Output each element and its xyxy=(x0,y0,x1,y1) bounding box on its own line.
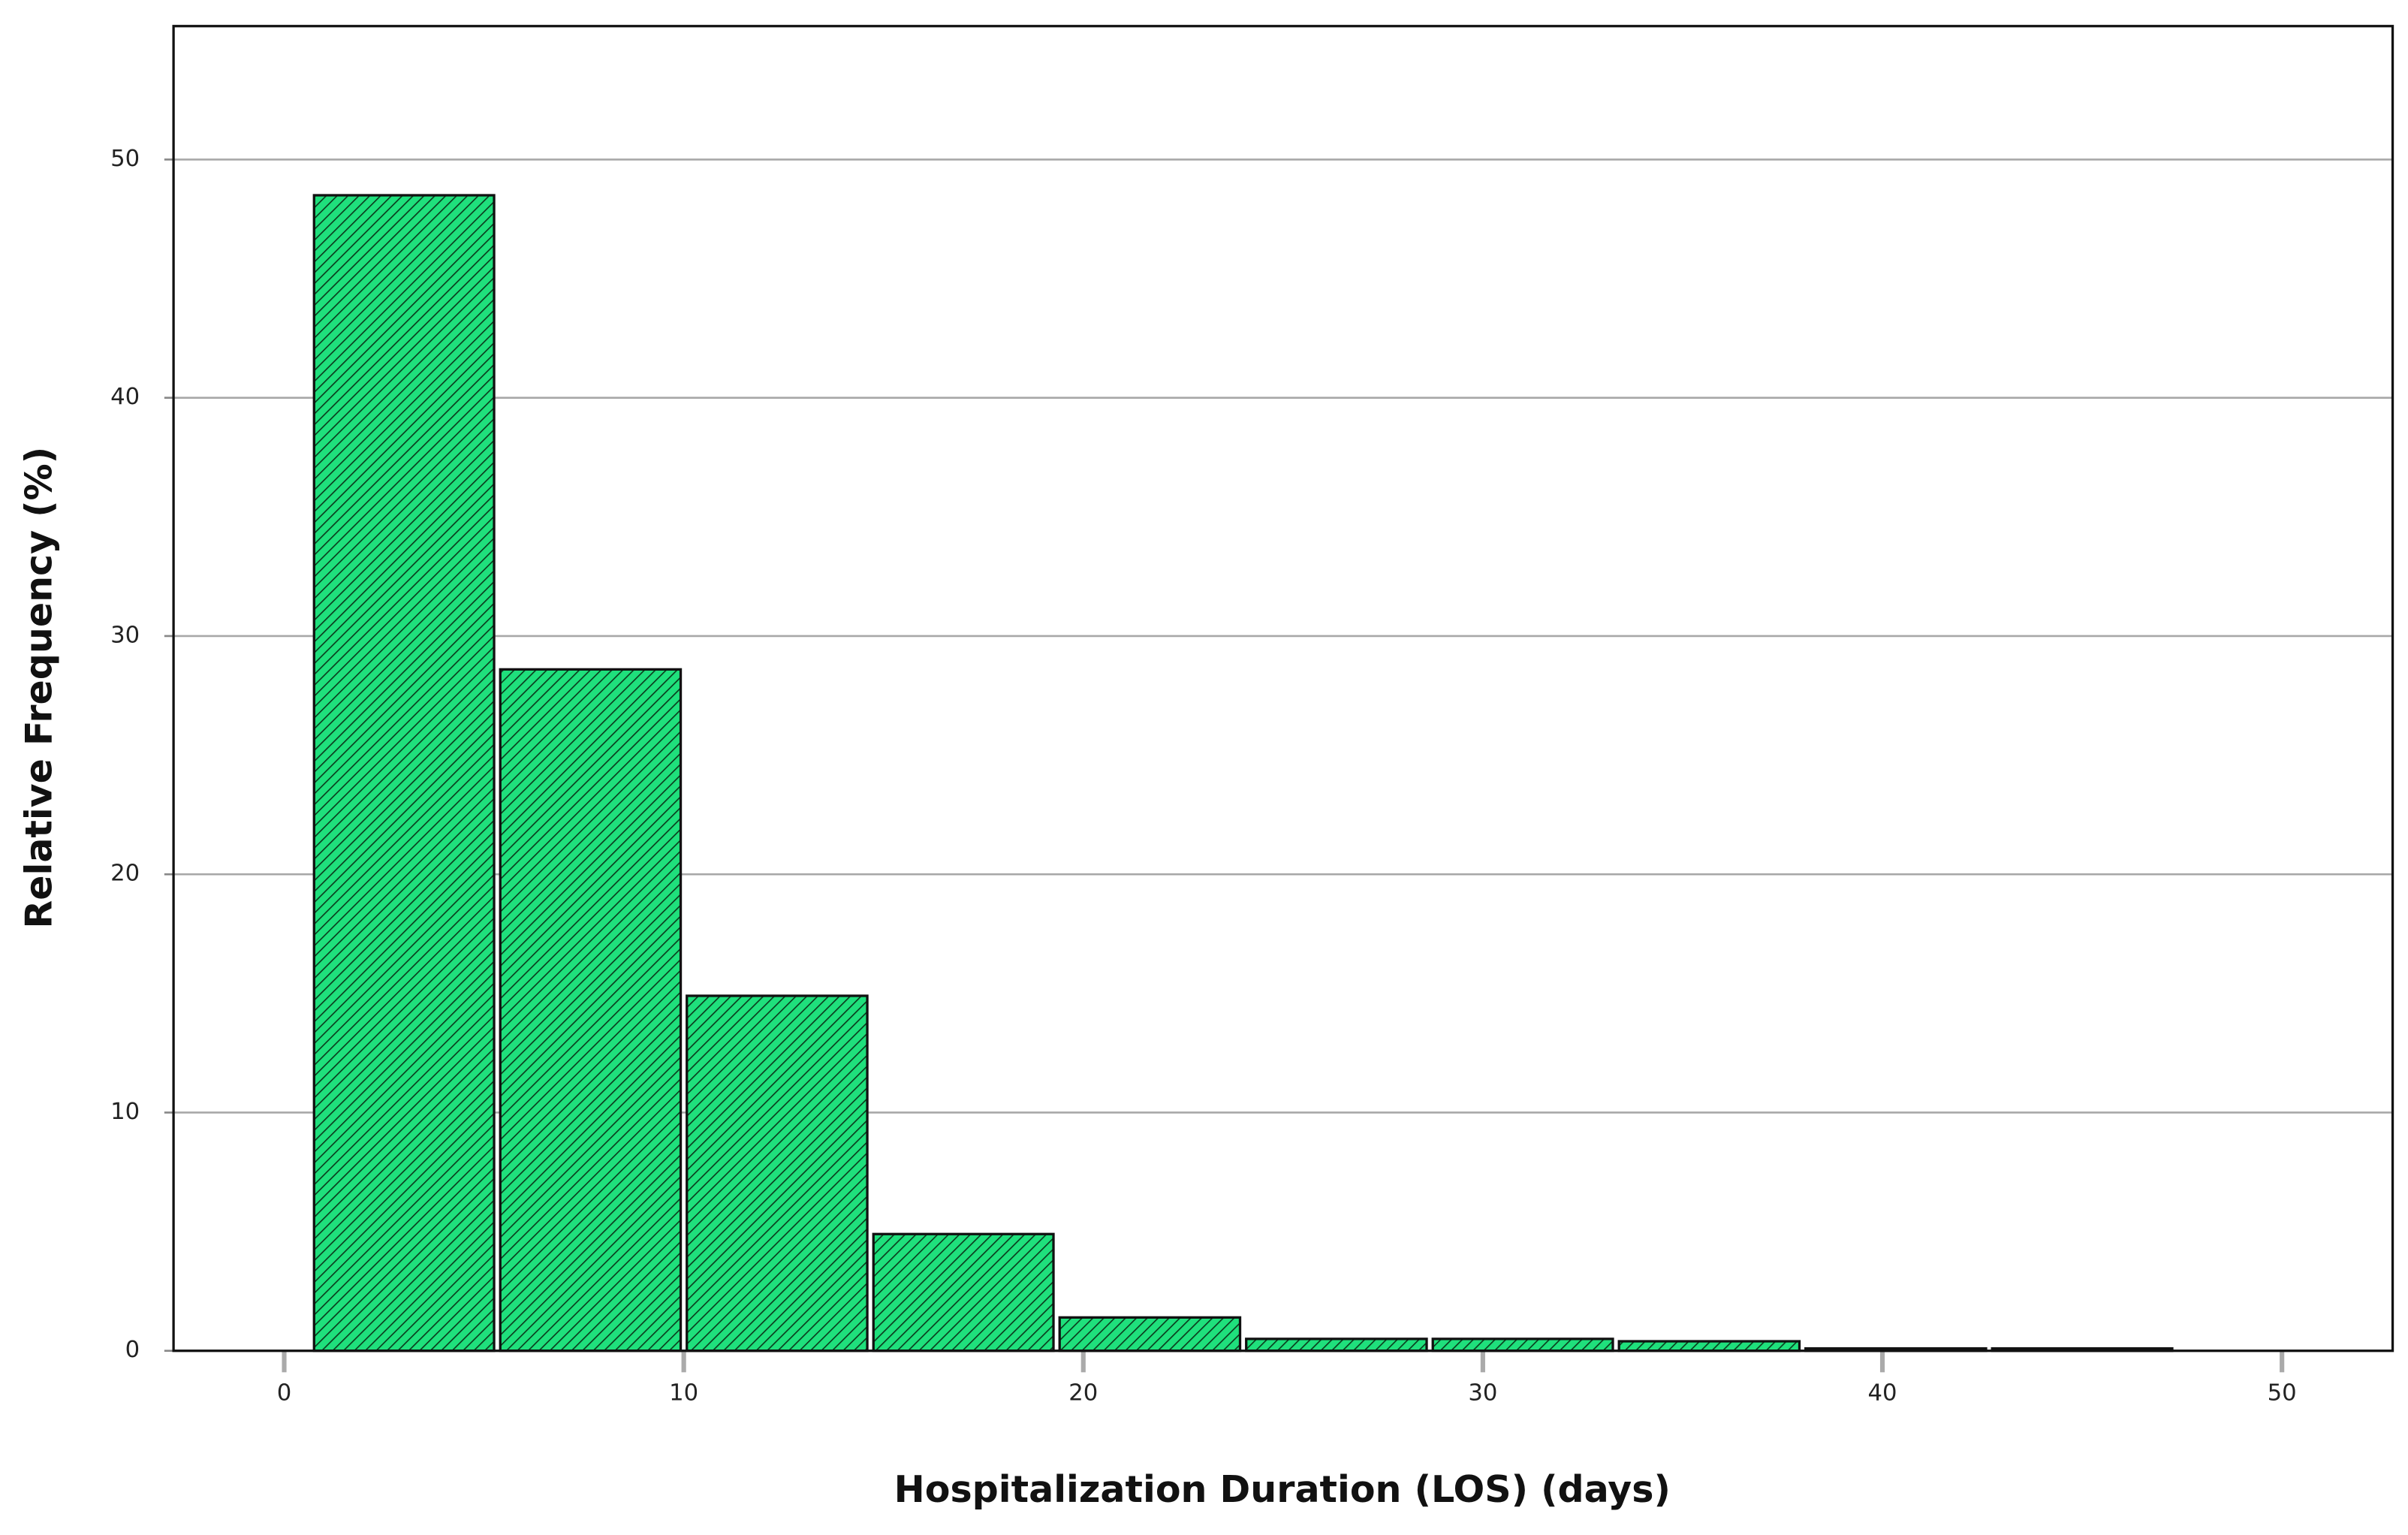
bar xyxy=(872,1232,1055,1353)
y-tick-label: 10 xyxy=(110,1099,140,1125)
y-tick-label: 0 xyxy=(125,1337,140,1363)
y-tick-label: 40 xyxy=(110,384,140,410)
x-tick-label: 0 xyxy=(277,1380,292,1406)
bar xyxy=(312,194,496,1353)
bar xyxy=(1058,1316,1242,1353)
x-tick-label: 50 xyxy=(2268,1380,2297,1406)
bar xyxy=(499,668,683,1353)
y-tick-label: 30 xyxy=(110,622,140,648)
bar xyxy=(686,994,869,1353)
bar xyxy=(1245,1337,1428,1353)
x-tick-label: 10 xyxy=(669,1380,698,1406)
bar xyxy=(1617,1340,1801,1353)
y-tick-label: 20 xyxy=(110,861,140,887)
x-tick-label: 30 xyxy=(1468,1380,1497,1406)
x-tick-label: 40 xyxy=(1868,1380,1897,1406)
x-tick-label: 20 xyxy=(1068,1380,1098,1406)
bar xyxy=(1431,1337,1614,1353)
x-axis-title: Hospitalization Duration (LOS) (days) xyxy=(894,1467,1671,1511)
y-tick-label: 50 xyxy=(110,146,140,172)
y-axis-title: Relative Frequency (%) xyxy=(17,447,61,929)
plot-frame xyxy=(172,25,2394,1353)
